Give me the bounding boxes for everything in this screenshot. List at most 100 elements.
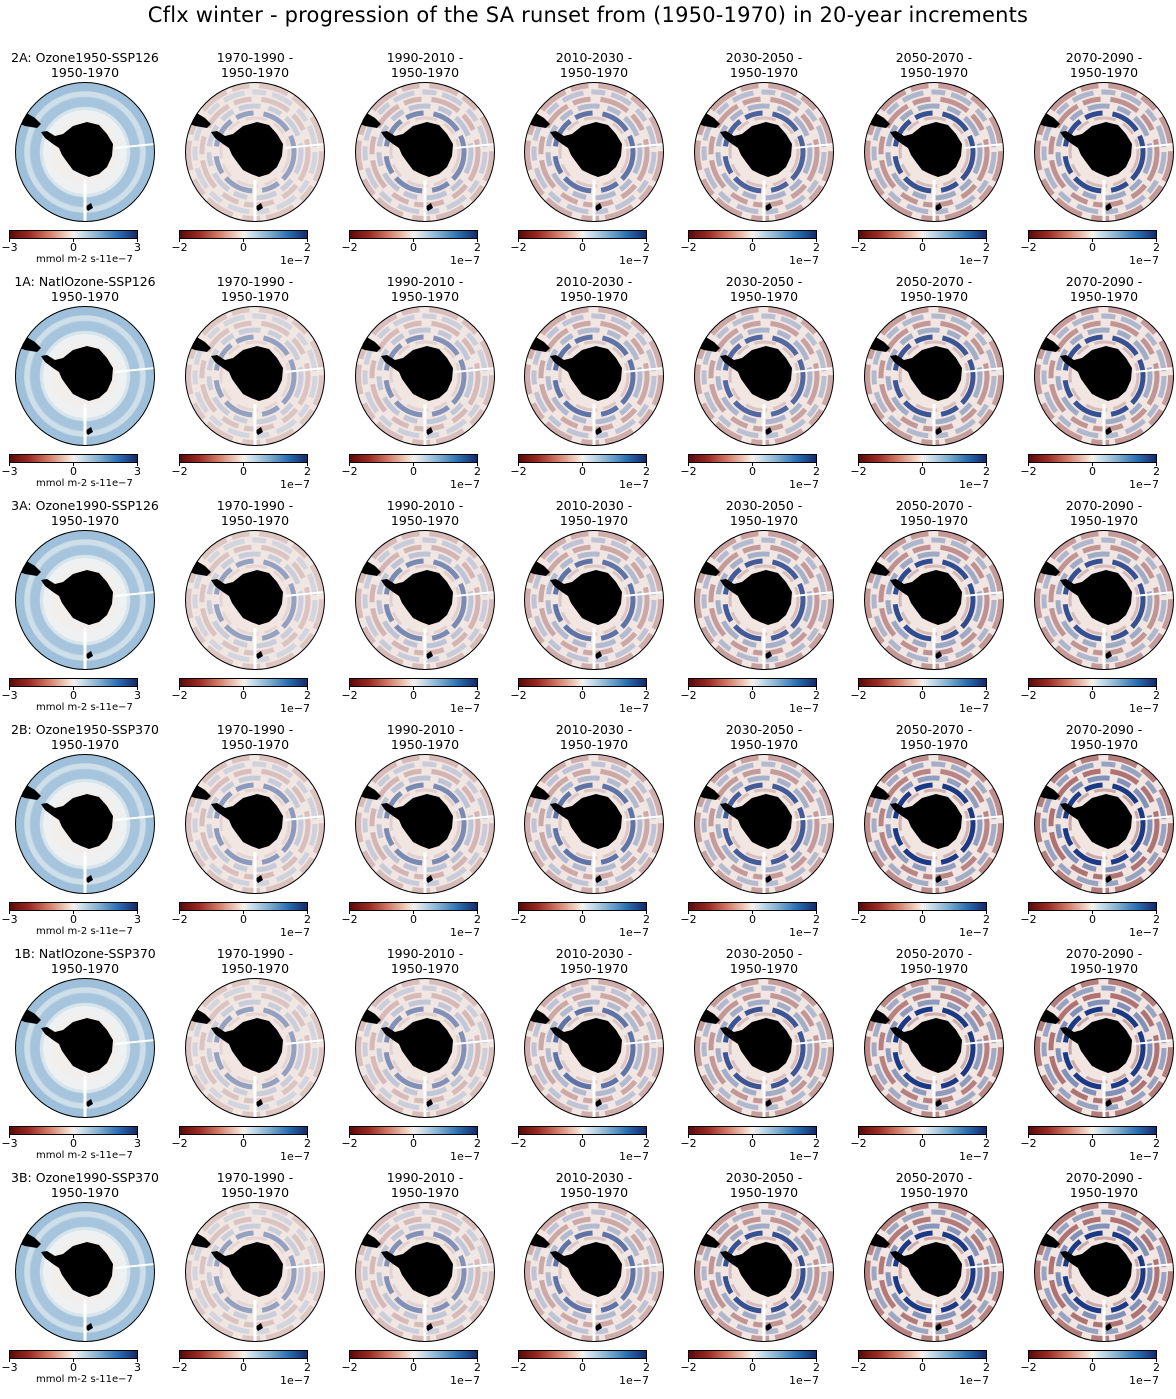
colorbar-tick	[243, 911, 244, 914]
anomaly-band	[701, 313, 827, 439]
anomaly-band	[1062, 1230, 1146, 1314]
colorbar-tick-label: −2	[341, 689, 358, 702]
colorbar-tick	[307, 463, 308, 466]
colorbar	[858, 454, 987, 463]
panel-title-line2: 1950-1970	[220, 65, 290, 80]
seam-line	[1133, 367, 1174, 373]
new-zealand-landmass	[255, 1323, 263, 1331]
panel-title: 2050-2070 -1950-1970	[849, 722, 1019, 752]
new-zealand-landmass	[764, 1323, 772, 1331]
antarctica-landmass	[550, 346, 622, 401]
colorbar	[179, 678, 308, 687]
unit-text: mmol m-2 s-1	[36, 1150, 106, 1161]
panel-title-line2: 1950-1970	[390, 65, 460, 80]
colorbar-exponent-label: 1e−7	[1129, 478, 1159, 491]
colorbar-tick-label: −2	[680, 241, 697, 254]
colorbar-tick-label: 0	[749, 689, 756, 702]
anomaly-band	[383, 558, 467, 642]
map-boundary	[524, 754, 664, 894]
anomaly-band	[362, 313, 488, 439]
anomaly-band	[531, 537, 657, 663]
colorbar-tick	[858, 463, 859, 466]
map-panel: 2050-2070 -1950-1970 −2 0 2 1e−7	[849, 50, 1019, 274]
africa-landmass	[994, 1212, 1004, 1232]
map-panel: 2030-2050 -1950-1970 −2 0 2 1e−7	[679, 946, 849, 1170]
colorbar-exponent-label: 1e−7	[280, 702, 310, 715]
map-boundary	[355, 754, 495, 894]
polar-map	[694, 978, 834, 1118]
colorbar-tick-label: 0	[70, 1361, 77, 1374]
new-zealand-landmass	[85, 427, 93, 435]
antarctica-landmass	[890, 794, 962, 849]
new-zealand-landmass	[425, 203, 433, 211]
colorbar-unit-label: mmol m-2 s-11e−7	[36, 1150, 133, 1161]
antarctica-landmass	[381, 122, 453, 177]
colorbar-tick	[477, 1135, 478, 1138]
anomaly-band	[213, 110, 297, 194]
colorbar-tick	[816, 1359, 817, 1362]
new-zealand-landmass	[764, 651, 772, 659]
map-boundary	[864, 82, 1004, 222]
map-panel: 2050-2070 -1950-1970 −2 0 2 1e−7	[849, 498, 1019, 722]
colorbar-tick-label: −2	[341, 1137, 358, 1150]
anomaly-band	[892, 1230, 976, 1314]
colorbar	[349, 1350, 478, 1359]
panel-title-line2: 1950-1970	[729, 65, 799, 80]
africa-landmass	[485, 764, 495, 784]
colorbar	[518, 902, 647, 911]
seam-line	[284, 1039, 325, 1045]
seam-line	[1133, 143, 1174, 149]
panel-title-line1: 2050-2070 -	[895, 50, 973, 65]
colorbar-tick	[752, 911, 753, 914]
seam-line	[114, 1263, 155, 1269]
panel-title-line1: 2070-2090 -	[1065, 498, 1143, 513]
antarctica-landmass	[1060, 1018, 1132, 1073]
colorbar-tick	[986, 1359, 987, 1362]
africa-landmass	[1164, 1212, 1174, 1232]
map-boundary	[15, 978, 155, 1118]
anomaly-band	[206, 775, 304, 873]
colorbar-exponent-label: 1e−7	[1129, 926, 1159, 939]
antarctica-landmass	[1060, 346, 1132, 401]
colorbar-unit-label: mmol m-2 s-11e−7	[36, 254, 133, 265]
map-boundary	[694, 82, 834, 222]
colorbar-tick-label: 0	[410, 1361, 417, 1374]
anomaly-band	[885, 999, 983, 1097]
colorbar-tick-label: −2	[171, 689, 188, 702]
map-panel: 2030-2050 -1950-1970 −2 0 2 1e−7	[679, 498, 849, 722]
anomaly-band	[871, 313, 997, 439]
anomaly-band	[871, 761, 997, 887]
colorbar-tick-label: 0	[240, 241, 247, 254]
colorbar-unit-label: mmol m-2 s-11e−7	[36, 1374, 133, 1385]
colorbar-tick-label: 2	[1153, 1361, 1160, 1374]
polar-map	[1034, 82, 1174, 222]
map-boundary	[185, 82, 325, 222]
new-zealand-landmass	[255, 875, 263, 883]
colorbar-tick	[9, 911, 10, 914]
figure-title: Cflx winter - progression of the SA runs…	[147, 3, 1029, 27]
panel-title: 2070-2090 -1950-1970	[1019, 498, 1176, 528]
map-boundary	[694, 530, 834, 670]
antarctica-landmass	[1060, 570, 1132, 625]
panel-title: 2A: Ozone1950-SSP126 1950-1970	[0, 50, 170, 80]
colorbar-tick-label: 0	[919, 465, 926, 478]
new-zealand-landmass	[764, 203, 772, 211]
anomaly-band	[701, 537, 827, 663]
colorbar-tick-label: 2	[813, 913, 820, 926]
anomaly-band	[892, 782, 976, 866]
africa-landmass	[654, 764, 664, 784]
anomaly-band	[722, 558, 806, 642]
map-boundary	[524, 82, 664, 222]
exponent-text: 1e−7	[105, 254, 133, 265]
colorbar-tick-label: 0	[1089, 1361, 1096, 1374]
anomaly-band	[722, 782, 806, 866]
new-zealand-landmass	[255, 427, 263, 435]
colorbar-tick-label: 2	[983, 241, 990, 254]
polar-map	[355, 1202, 495, 1342]
colorbar	[349, 230, 478, 239]
colorbar-tick	[752, 1359, 753, 1362]
map-panel: 1990-2010 -1950-1970 −2 0 2 1e−7	[340, 722, 510, 946]
new-zealand-landmass	[255, 203, 263, 211]
panel-title-line2: 1950-1970	[899, 65, 969, 80]
colorbar	[858, 678, 987, 687]
